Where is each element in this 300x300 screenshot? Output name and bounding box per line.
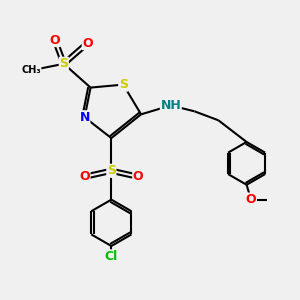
Text: NH: NH	[160, 99, 181, 112]
Text: S: S	[119, 78, 128, 91]
Text: O: O	[82, 37, 93, 50]
Text: S: S	[59, 57, 68, 70]
Text: Cl: Cl	[105, 250, 118, 263]
Text: S: S	[107, 164, 116, 177]
Text: O: O	[133, 170, 143, 183]
Text: O: O	[50, 34, 60, 46]
Text: O: O	[79, 170, 90, 183]
Text: N: N	[80, 111, 90, 124]
Text: O: O	[246, 193, 256, 206]
Text: CH₃: CH₃	[21, 65, 41, 75]
